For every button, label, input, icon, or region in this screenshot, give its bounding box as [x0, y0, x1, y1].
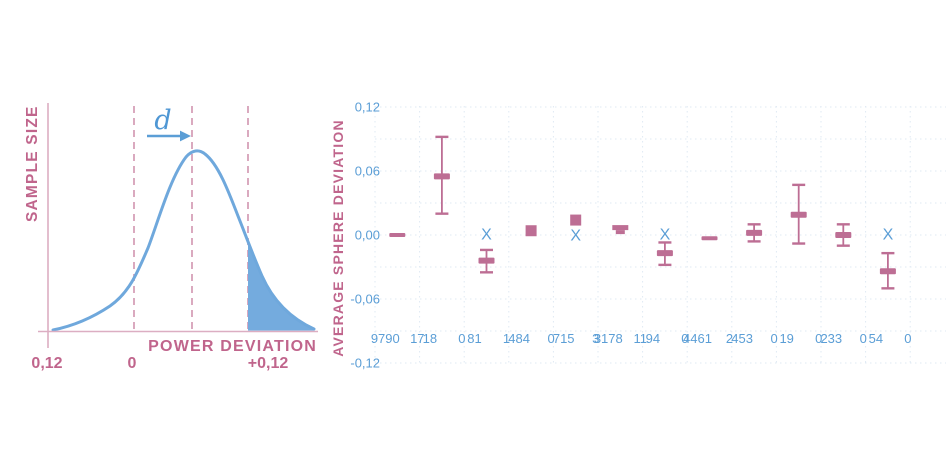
power-deviation-chart: d SAMPLE SIZE POWER DEVIATION 0,12 0 +0,…	[24, 103, 318, 372]
x-marker: X	[883, 226, 894, 243]
count-sub: 0	[458, 331, 465, 346]
count-sub: 1	[503, 331, 510, 346]
left-y-axis-title: SAMPLE SIZE	[24, 105, 41, 222]
bell-curve	[51, 149, 316, 332]
error-bar-mean	[746, 229, 763, 236]
error-bar-mean	[478, 257, 495, 264]
count-main: 484	[508, 331, 530, 346]
count-main: 18	[423, 331, 437, 346]
dash-marker	[389, 233, 406, 237]
t-marker-stem	[615, 230, 625, 235]
y-tick-label: -0,12	[350, 356, 380, 371]
count-main: 9790	[371, 331, 400, 346]
count-sub: 0	[770, 331, 777, 346]
count-main: 715	[553, 331, 575, 346]
count-sub: 0	[815, 331, 822, 346]
shaded-tail-region	[248, 243, 314, 331]
y-tick-label: 0,00	[355, 228, 380, 243]
error-bar-mean	[433, 173, 450, 180]
count-main: 81	[467, 331, 481, 346]
count-sub: 3	[592, 331, 599, 346]
effect-size-label: d	[154, 105, 171, 136]
dash-marker	[701, 236, 718, 241]
effect-arrow-head	[180, 130, 191, 142]
count-sub: 0	[904, 331, 911, 346]
left-xtick-minus012: 0,12	[31, 355, 62, 372]
x-marker: X	[570, 228, 581, 245]
count-main: 54	[869, 331, 883, 346]
error-bar-mean	[790, 211, 807, 218]
x-marker: X	[660, 226, 671, 243]
count-main: 3178	[594, 331, 623, 346]
x-marker: X	[481, 226, 492, 243]
count-main: 453	[731, 331, 753, 346]
error-bar-mean	[835, 232, 852, 238]
count-sub: 11	[634, 331, 648, 346]
t-marker-top	[612, 225, 629, 231]
count-main: 4461	[683, 331, 712, 346]
y-tick-label: 0,12	[355, 99, 380, 114]
count-sub: 17	[410, 331, 424, 346]
count-sub: 2	[726, 331, 733, 346]
error-bar-mean	[656, 250, 673, 257]
y-tick-label: 0,06	[355, 163, 380, 178]
count-main: 233	[820, 331, 842, 346]
count-main: 19	[779, 331, 793, 346]
square-marker	[525, 225, 537, 237]
y-tick-label: -0,06	[350, 292, 380, 307]
count-sub: 0	[860, 331, 867, 346]
count-main: 94	[646, 331, 660, 346]
square-marker	[570, 214, 582, 226]
count-sub: 0	[547, 331, 554, 346]
left-xtick-zero: 0	[128, 355, 137, 372]
left-xtick-plus012: +0,12	[248, 355, 289, 372]
right-y-axis-title: AVERAGE SPHERE DEVIATION	[330, 119, 346, 357]
count-sub: 0	[681, 331, 688, 346]
error-bar-mean	[879, 268, 896, 275]
left-x-axis-title: POWER DEVIATION	[148, 338, 317, 355]
